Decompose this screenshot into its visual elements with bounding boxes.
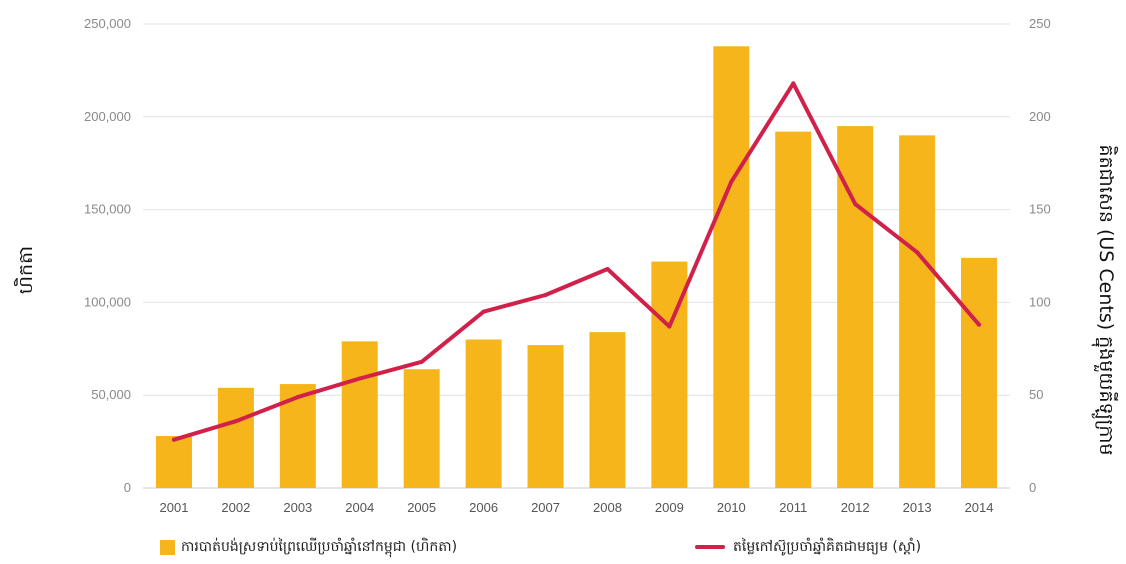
x-tick-label: 2011: [779, 500, 807, 515]
right-y-tick-label: 0: [1029, 480, 1036, 495]
legend-item-line: តម្លៃកៅស៊ូប្រចាំឆ្នាំគិតជាមធ្យម (ស្តាំ): [695, 536, 921, 558]
left-y-tick-label: 200,000: [84, 109, 131, 124]
line-point: [729, 179, 734, 184]
bar: [837, 126, 874, 488]
line-point: [171, 437, 176, 442]
line-series-path: [172, 81, 981, 442]
bar: [961, 257, 998, 488]
x-tick-label: 2003: [283, 500, 312, 515]
line-point: [977, 322, 982, 327]
left-y-axis-title: ហិកតា: [13, 246, 37, 294]
legend-bar-label: ការបាត់បង់ស្រទាប់ព្រៃឈើប្រចាំឆ្នាំនៅកម្ព…: [181, 538, 458, 555]
right-y-tick-label: 50: [1029, 387, 1043, 402]
bar-series: [155, 46, 998, 489]
line-point: [419, 359, 424, 364]
bar: [465, 339, 502, 488]
bar: [713, 46, 750, 488]
x-tick-label: 2005: [407, 500, 436, 515]
x-tick-label: 2009: [655, 500, 684, 515]
left-y-axis-ticks: 0 50,000 100,000 150,000 200,000 250,000: [84, 16, 131, 495]
line-point: [853, 202, 858, 207]
x-tick-label: 2001: [160, 500, 189, 515]
left-y-tick-label: 0: [124, 480, 131, 495]
bar: [279, 384, 316, 488]
x-tick-label: 2004: [345, 500, 374, 515]
x-tick-label: 2007: [531, 500, 560, 515]
line-point: [791, 81, 796, 86]
right-y-tick-label: 250: [1029, 16, 1051, 31]
legend-line-swatch: [695, 545, 725, 549]
legend-item-bars: ការបាត់បង់ស្រទាប់ព្រៃឈើប្រចាំឆ្នាំនៅកម្ព…: [160, 536, 457, 558]
left-y-tick-label: 150,000: [84, 202, 131, 217]
right-y-axis-ticks: 0 50 100 150 200 250: [1029, 16, 1051, 495]
bar: [775, 131, 812, 488]
right-y-tick-label: 100: [1029, 294, 1051, 309]
bar: [527, 345, 564, 488]
left-y-tick-label: 50,000: [91, 387, 131, 402]
bar: [341, 341, 378, 488]
bar: [589, 332, 626, 488]
x-tick-label: 2002: [221, 500, 250, 515]
line-point: [295, 395, 300, 400]
line-point: [667, 324, 672, 329]
bar: [217, 387, 254, 488]
line-point: [357, 376, 362, 381]
x-axis-ticks: 2001 2002 2003 2004 2005 2006 2007 2008 2009 2010…: [160, 500, 994, 515]
right-y-axis-title: គិតជាសេន (US Cents) ក្នុងមួយគីឡូក្រាម: [1091, 145, 1119, 456]
line-point: [481, 309, 486, 314]
bar: [899, 135, 936, 489]
bar: [403, 369, 440, 488]
x-tick-label: 2012: [841, 500, 870, 515]
x-tick-label: 2013: [903, 500, 932, 515]
line-point: [605, 266, 610, 271]
x-tick-label: 2014: [965, 500, 994, 515]
line-point: [233, 419, 238, 424]
left-y-tick-label: 100,000: [84, 294, 131, 309]
gridlines: [143, 23, 1010, 489]
x-tick-label: 2008: [593, 500, 622, 515]
line-point: [915, 250, 920, 255]
legend-bar-swatch: [160, 539, 175, 555]
legend-line-label: តម្លៃកៅស៊ូប្រចាំឆ្នាំគិតជាមធ្យម (ស្តាំ): [733, 538, 922, 555]
x-tick-label: 2010: [717, 500, 746, 515]
line-point: [543, 292, 548, 297]
x-tick-label: 2006: [469, 500, 498, 515]
line-series: [171, 81, 982, 442]
left-y-tick-label: 250,000: [84, 16, 131, 31]
bar: [155, 436, 192, 488]
right-y-tick-label: 200: [1029, 109, 1051, 124]
right-y-tick-label: 150: [1029, 202, 1051, 217]
